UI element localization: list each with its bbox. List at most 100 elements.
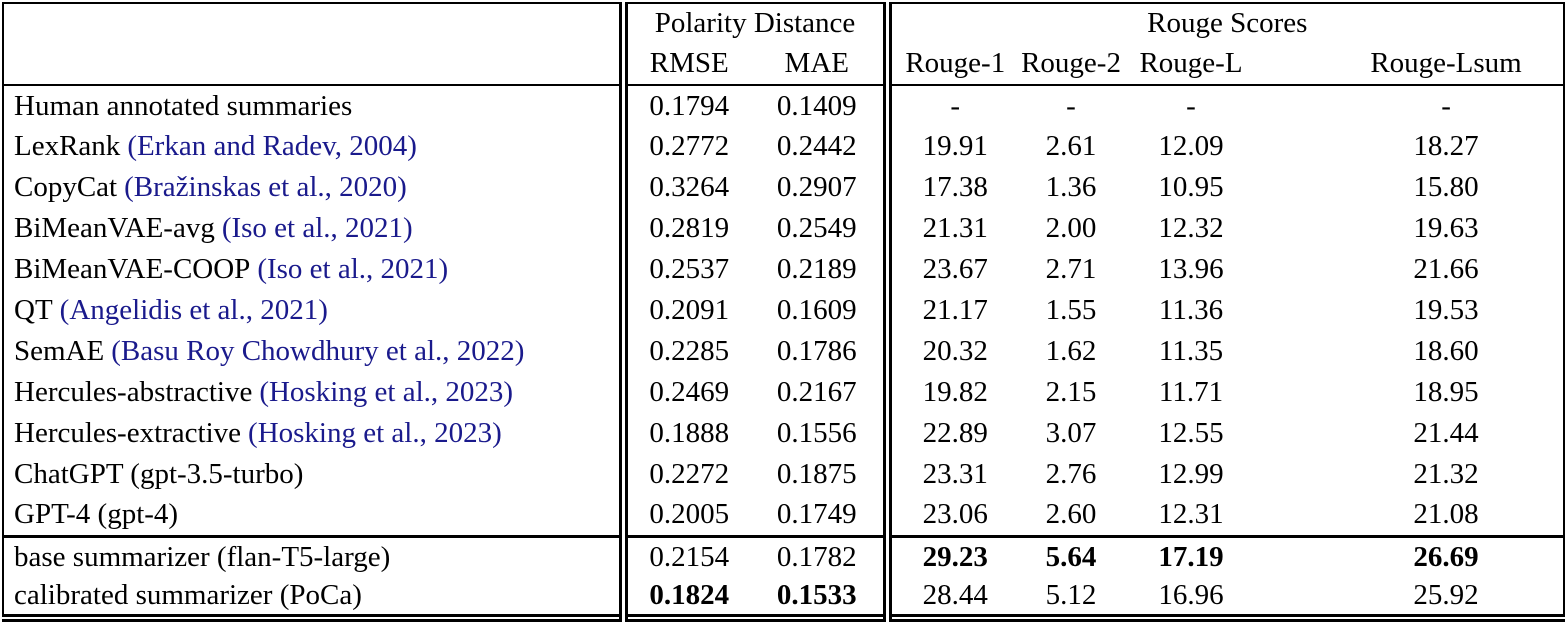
rouge-1-value-cell: - bbox=[882, 85, 1020, 126]
polarity-distance-group-header: Polarity Distance bbox=[618, 3, 888, 43]
rouge-l-value-cell: 10.95 bbox=[1158, 171, 1224, 203]
rouge-lsum-value-cell: 15.80 bbox=[1413, 171, 1479, 203]
citation-link[interactable]: (Iso et al., 2021) bbox=[221, 212, 413, 244]
mae-value-cell: 0.2442 bbox=[776, 130, 857, 162]
rouge-1-value-cell: 23.31 bbox=[882, 454, 1020, 495]
rouge-lsum-value-cell: 21.44 bbox=[1413, 417, 1479, 449]
model-cell: LexRank (Erkan and Radev, 2004) bbox=[3, 126, 623, 167]
rouge-1-value-cell: 23.06 bbox=[882, 495, 1020, 536]
mae-value-cell: 0.1786 bbox=[776, 335, 857, 367]
model-cell: calibrated summarizer (PoCa) bbox=[3, 577, 623, 618]
model-label: base summarizer (flan-T5-large) bbox=[14, 540, 391, 573]
mae-value-cell: 0.2189 bbox=[776, 253, 857, 285]
citation-link[interactable]: (Bražinskas et al., 2020) bbox=[124, 171, 407, 203]
model-cell: CopyCat (Bražinskas et al., 2020) bbox=[3, 167, 623, 208]
rmse-value-cell: 0.2154 bbox=[618, 534, 751, 577]
rouge-lsum-value-cell: 21.08 bbox=[1413, 498, 1479, 531]
mae-value-cell: 0.1533 bbox=[776, 579, 857, 611]
citation-link[interactable]: (Hosking et al., 2023) bbox=[248, 417, 502, 449]
rouge-lsum-value-cell: 21.32 bbox=[1413, 458, 1479, 490]
rouge-l-value-cell: 12.55 bbox=[1158, 417, 1224, 449]
rouge-2-value-cell: 5.64 bbox=[1019, 534, 1124, 577]
model-label: LexRank bbox=[14, 130, 121, 162]
model-cell: Hercules-abstractive (Hosking et al., 202… bbox=[3, 372, 623, 413]
citation-link[interactable]: (Angelidis et al., 2021) bbox=[59, 294, 328, 326]
rouge-2-value-cell: 2.60 bbox=[1045, 498, 1097, 531]
rouge-lsum-value-cell: 19.53 bbox=[1413, 294, 1479, 326]
rouge-1-value-cell: 28.44 bbox=[882, 577, 1020, 618]
table-row: SemAE (Basu Roy Chowdhury et al., 2022) 0… bbox=[3, 331, 1564, 372]
rouge-lsum-value-cell: 18.27 bbox=[1413, 130, 1479, 162]
rouge-1-value-cell: 21.31 bbox=[882, 208, 1020, 249]
rmse-value-cell: 0.2819 bbox=[618, 208, 751, 249]
model-label: CopyCat bbox=[14, 171, 118, 203]
model-label: Hercules-extractive bbox=[14, 417, 242, 449]
model-label: GPT-4 (gpt-4) bbox=[14, 498, 179, 531]
rmse-value-cell: 0.2091 bbox=[618, 290, 751, 331]
rouge-1-value-cell: 22.89 bbox=[882, 413, 1020, 454]
rouge-2-value-cell: 2.15 bbox=[1045, 376, 1097, 408]
model-cell: GPT-4 (gpt-4) bbox=[3, 495, 623, 536]
mae-value-cell: 0.1875 bbox=[776, 458, 857, 490]
rouge-l-value-cell: 12.99 bbox=[1158, 458, 1224, 490]
citation-link[interactable]: (Hosking et al., 2023) bbox=[259, 376, 514, 408]
table-row: Hercules-extractive (Hosking et al., 2023… bbox=[3, 413, 1564, 454]
rouge-l-value-cell: 11.71 bbox=[1158, 376, 1224, 408]
subheader-rouge-2: Rouge-2 bbox=[1019, 43, 1124, 86]
model-label: calibrated summarizer (PoCa) bbox=[14, 579, 362, 611]
model-label: SemAE bbox=[14, 335, 105, 367]
rouge-lsum-value-cell: 18.60 bbox=[1413, 335, 1479, 367]
table-row: BiMeanVAE-COOP (Iso et al., 2021) 0.2537 … bbox=[3, 249, 1564, 290]
rouge-l-value-cell: 11.35 bbox=[1158, 335, 1224, 367]
table-row: Human annotated summaries 0.1794 0.1409 … bbox=[3, 85, 1564, 126]
mae-value-cell: 0.2167 bbox=[776, 376, 857, 408]
rouge-2-value-cell: 2.71 bbox=[1045, 253, 1097, 285]
mae-value-cell: 0.1782 bbox=[751, 534, 888, 577]
rouge-l-value-cell: 13.96 bbox=[1158, 253, 1224, 285]
rmse-value-cell: 0.2537 bbox=[618, 249, 751, 290]
mae-value-cell: 0.2907 bbox=[776, 171, 857, 203]
rouge-1-value-cell: 17.38 bbox=[882, 167, 1020, 208]
rouge-2-value-cell: 2.76 bbox=[1045, 458, 1097, 490]
mae-value-cell: 0.1609 bbox=[776, 294, 857, 326]
rouge-l-value-cell: 11.36 bbox=[1158, 294, 1224, 326]
table-row: BiMeanVAE-avg (Iso et al., 2021) 0.2819 0… bbox=[3, 208, 1564, 249]
rouge-lsum-value-cell: 21.66 bbox=[1413, 253, 1479, 285]
rouge-lsum-value-cell: 18.95 bbox=[1413, 376, 1479, 408]
subheader-rouge-1: Rouge-1 bbox=[882, 43, 1020, 86]
rouge-l-value-cell: - bbox=[1186, 89, 1196, 122]
empty-corner-cell bbox=[3, 3, 623, 86]
rouge-lsum-value-cell: 26.69 bbox=[1259, 534, 1565, 577]
subheader-rmse: RMSE bbox=[618, 43, 751, 86]
subheader-rouge-lsum: Rouge-Lsum bbox=[1259, 43, 1565, 86]
mae-value-cell: 0.1409 bbox=[776, 89, 857, 122]
rouge-2-value-cell: 5.12 bbox=[1045, 579, 1097, 611]
rouge-1-value-cell: 23.67 bbox=[882, 249, 1020, 290]
rouge-lsum-value-cell: 25.92 bbox=[1413, 579, 1479, 611]
citation-link[interactable]: (Basu Roy Chowdhury et al., 2022) bbox=[111, 335, 525, 367]
model-cell: BiMeanVAE-COOP (Iso et al., 2021) bbox=[3, 249, 623, 290]
rouge-1-value-cell: 21.17 bbox=[882, 290, 1020, 331]
rmse-value-cell: 0.2272 bbox=[618, 454, 751, 495]
model-label: Hercules-abstractive bbox=[14, 376, 253, 408]
rouge-lsum-value-cell: 19.63 bbox=[1413, 212, 1479, 244]
rouge-l-value-cell: 12.09 bbox=[1158, 130, 1224, 162]
model-cell: SemAE (Basu Roy Chowdhury et al., 2022) bbox=[3, 331, 623, 372]
model-cell: base summarizer (flan-T5-large) bbox=[3, 534, 623, 577]
model-cell: Hercules-extractive (Hosking et al., 2023… bbox=[3, 413, 623, 454]
rouge-lsum-value-cell: - bbox=[1441, 89, 1451, 122]
rmse-value-cell: 0.2005 bbox=[618, 495, 751, 536]
table-row: ChatGPT (gpt-3.5-turbo) 0.2272 0.1875 23… bbox=[3, 454, 1564, 495]
model-cell: Human annotated summaries bbox=[3, 85, 623, 126]
rouge-1-value-cell: 19.91 bbox=[882, 126, 1020, 167]
citation-link[interactable]: (Erkan and Radev, 2004) bbox=[127, 130, 417, 162]
rmse-value-cell: 0.1888 bbox=[618, 413, 751, 454]
rouge-scores-group-header: Rouge Scores bbox=[882, 3, 1565, 43]
citation-link[interactable]: (Iso et al., 2021) bbox=[257, 253, 449, 285]
model-label: BiMeanVAE-COOP bbox=[14, 253, 251, 285]
rmse-value-cell: 0.1794 bbox=[618, 85, 751, 126]
model-label: ChatGPT (gpt-3.5-turbo) bbox=[14, 458, 304, 490]
subheader-mae: MAE bbox=[751, 43, 888, 86]
table-body: Human annotated summaries 0.1794 0.1409 … bbox=[3, 85, 1565, 618]
